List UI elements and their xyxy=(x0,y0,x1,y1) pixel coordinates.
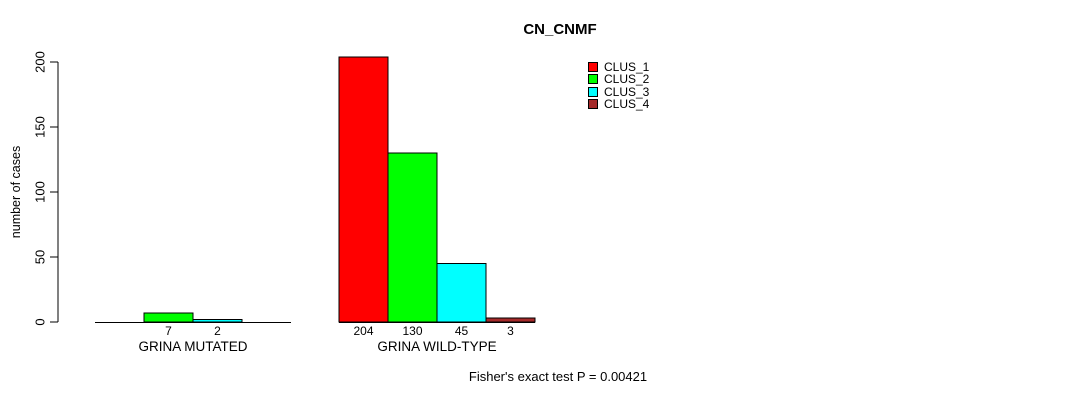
legend-label: CLUS_2 xyxy=(604,72,650,87)
fisher-test-annotation: Fisher's exact test P = 0.00421 xyxy=(468,369,648,384)
y-tick-label: 200 xyxy=(32,51,47,73)
legend: CLUS_1 CLUS_2 CLUS_3 CLUS_4 xyxy=(588,61,649,110)
legend-item: CLUS_3 xyxy=(588,86,649,98)
bar-value-label: 3 xyxy=(507,324,514,338)
legend-label: CLUS_3 xyxy=(604,84,650,99)
bar-value-label: 7 xyxy=(165,324,172,338)
bar-clus_3 xyxy=(192,318,243,323)
bar-clus_2 xyxy=(387,152,438,323)
y-tick-label: 150 xyxy=(32,116,47,138)
category-label: GRINA MUTATED xyxy=(138,339,247,354)
y-tick-label: 0 xyxy=(32,318,47,325)
y-tick-label: 50 xyxy=(32,250,47,264)
legend-item: CLUS_4 xyxy=(588,98,649,110)
legend-swatch-clus-2 xyxy=(588,74,598,85)
bar-clus_3 xyxy=(436,263,487,323)
bar-value-label: 2 xyxy=(214,324,221,338)
category-label: GRINA WILD-TYPE xyxy=(377,339,496,354)
bar-clus_4 xyxy=(485,317,536,323)
bar-value-label: 204 xyxy=(353,324,373,338)
legend-label: CLUS_4 xyxy=(604,97,650,112)
bar-value-label: 45 xyxy=(455,324,469,338)
chart-title: CN_CNMF xyxy=(523,21,597,38)
legend-item: CLUS_1 xyxy=(588,61,649,73)
legend-swatch-clus-4 xyxy=(588,99,598,110)
legend-swatch-clus-3 xyxy=(588,86,598,97)
legend-swatch-clus-1 xyxy=(588,62,598,73)
bar-clus_1 xyxy=(338,56,389,323)
bar-value-label: 130 xyxy=(402,324,422,338)
legend-item: CLUS_2 xyxy=(588,73,649,85)
legend-label: CLUS_1 xyxy=(604,60,650,75)
bar-clus_2 xyxy=(143,312,194,323)
y-tick-label: 100 xyxy=(32,181,47,203)
